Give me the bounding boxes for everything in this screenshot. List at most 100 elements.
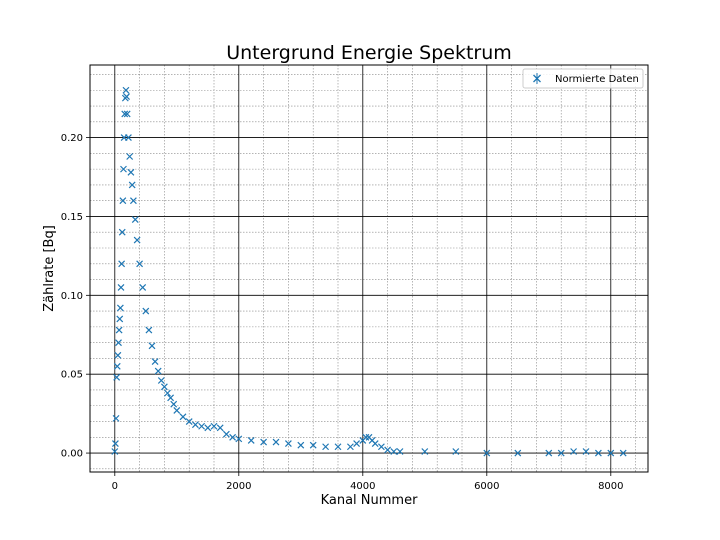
data-point bbox=[421, 448, 429, 455]
legend-box bbox=[522, 68, 644, 89]
data-point bbox=[229, 433, 237, 441]
data-point bbox=[557, 449, 565, 457]
data-point bbox=[139, 284, 147, 291]
y-axis-label: Zählrate [Bq] bbox=[42, 225, 57, 312]
data-point bbox=[594, 449, 602, 457]
data-point bbox=[322, 443, 330, 451]
data-point bbox=[198, 422, 206, 430]
data-point bbox=[113, 362, 121, 370]
data-point bbox=[216, 424, 224, 432]
y-axis-ticks: 0.00 0.05 0.10 0.15 0.20 bbox=[61, 133, 90, 460]
data-point bbox=[284, 440, 292, 448]
data-point bbox=[136, 260, 144, 268]
legend: Normierte Daten bbox=[522, 68, 644, 89]
data-point bbox=[185, 418, 193, 425]
data-point bbox=[582, 448, 590, 455]
data-point bbox=[377, 443, 385, 451]
x-tick-label: 6000 bbox=[474, 481, 499, 492]
data-point bbox=[129, 197, 137, 205]
data-point bbox=[362, 433, 370, 441]
data-point bbox=[452, 448, 460, 455]
data-point bbox=[121, 110, 129, 118]
y-tick-label: 0.05 bbox=[61, 370, 83, 381]
data-point bbox=[116, 304, 124, 312]
data-point bbox=[142, 307, 150, 315]
x-axis-ticks: 0 2000 4000 6000 8000 bbox=[112, 472, 624, 492]
minor-grid bbox=[89, 65, 648, 472]
data-point bbox=[111, 440, 119, 448]
data-point bbox=[119, 197, 127, 205]
data-point bbox=[272, 438, 280, 446]
data-point bbox=[154, 367, 162, 375]
legend-marker bbox=[533, 73, 541, 84]
data-point bbox=[145, 326, 153, 334]
data-point bbox=[157, 377, 165, 384]
data-point bbox=[170, 400, 178, 408]
data-point bbox=[545, 449, 553, 457]
x-axis-label: Kanal Nummer bbox=[321, 493, 419, 508]
data-point bbox=[117, 284, 125, 291]
data-point bbox=[235, 435, 243, 443]
data-point bbox=[127, 168, 135, 176]
data-point bbox=[297, 441, 305, 449]
data-point bbox=[113, 373, 121, 381]
data-point bbox=[483, 449, 491, 457]
data-point bbox=[390, 448, 398, 455]
y-tick-label: 0.10 bbox=[61, 291, 83, 302]
data-point bbox=[260, 438, 268, 446]
data-point bbox=[148, 342, 156, 350]
x-tick-label: 0 bbox=[112, 481, 118, 492]
data-point bbox=[222, 430, 230, 438]
major-grid bbox=[90, 65, 648, 472]
data-point bbox=[164, 389, 171, 397]
data-point bbox=[353, 440, 361, 448]
data-points bbox=[111, 86, 627, 457]
data-point bbox=[118, 228, 126, 236]
y-tick-label: 0.15 bbox=[61, 212, 83, 223]
data-point bbox=[112, 414, 120, 422]
x-tick-label: 4000 bbox=[350, 481, 375, 492]
y-tick-label: 0.00 bbox=[61, 449, 83, 460]
legend-entry-label: Normierte Daten bbox=[555, 74, 639, 85]
data-point bbox=[607, 449, 615, 457]
data-point bbox=[210, 422, 218, 430]
plot-frame bbox=[89, 64, 649, 473]
data-point bbox=[204, 424, 212, 432]
data-point bbox=[346, 443, 354, 451]
data-point bbox=[115, 326, 123, 334]
data-point bbox=[123, 110, 131, 118]
data-point bbox=[122, 86, 130, 94]
data-point bbox=[191, 421, 199, 429]
data-point bbox=[128, 181, 136, 189]
data-point bbox=[116, 315, 124, 323]
data-point bbox=[396, 448, 404, 455]
data-point bbox=[133, 236, 141, 244]
data-point bbox=[115, 339, 122, 347]
chart-title: Untergrund Energie Spektrum bbox=[226, 42, 512, 64]
data-point bbox=[384, 446, 392, 454]
data-point bbox=[111, 448, 119, 455]
data-point bbox=[160, 383, 168, 391]
data-point bbox=[570, 448, 578, 455]
data-point bbox=[247, 437, 255, 444]
y-tick-label: 0.20 bbox=[61, 133, 83, 144]
data-point bbox=[123, 93, 131, 100]
data-point bbox=[126, 153, 134, 160]
data-point bbox=[114, 351, 122, 359]
data-point bbox=[120, 165, 127, 173]
data-point bbox=[619, 449, 627, 457]
data-point bbox=[371, 440, 379, 448]
data-point bbox=[118, 260, 126, 268]
data-point bbox=[514, 449, 522, 457]
data-point bbox=[167, 394, 175, 402]
data-point bbox=[131, 216, 139, 224]
data-point bbox=[125, 134, 132, 141]
data-point bbox=[334, 443, 342, 451]
x-tick-label: 8000 bbox=[598, 481, 623, 492]
x-tick-label: 2000 bbox=[226, 481, 251, 492]
data-point bbox=[309, 441, 317, 449]
data-point bbox=[151, 358, 159, 365]
data-point bbox=[179, 413, 187, 421]
data-point bbox=[173, 407, 181, 414]
